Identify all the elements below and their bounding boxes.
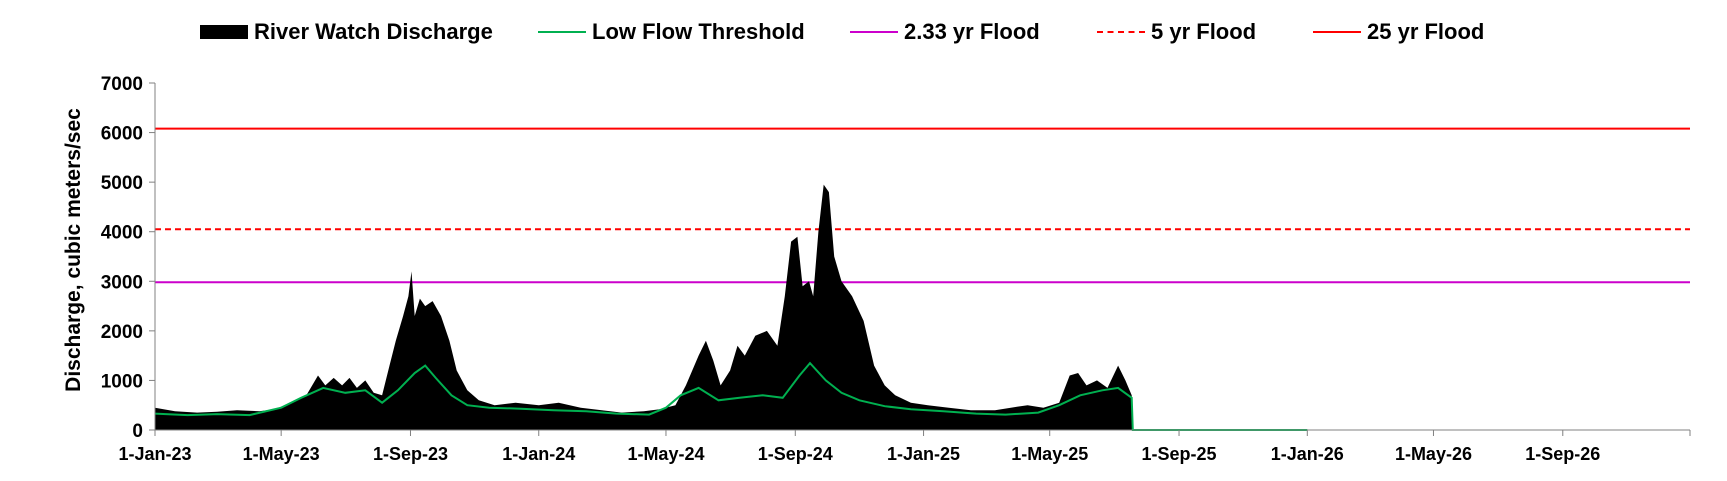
y-axis-title: Discharge, cubic meters/sec — [62, 108, 85, 392]
x-tick-label: 1-May-25 — [1011, 444, 1088, 464]
x-tick-label: 1-May-23 — [243, 444, 320, 464]
legend-swatch-25-yr-flood — [1313, 31, 1361, 33]
legend-item-5-yr-flood: 5 yr Flood — [1097, 12, 1256, 52]
y-tick-label: 6000 — [101, 124, 143, 145]
y-tick-label: 7000 — [101, 74, 143, 95]
series-low-flow-threshold-line — [154, 361, 1308, 431]
legend-swatch-2-33-yr-flood — [850, 31, 898, 33]
axes: 0 1000 2000 3000 4000 5000 6000 7000 1-Jan-23 1-M… — [101, 74, 1691, 464]
x-tick-label: 1-Sep-25 — [1142, 444, 1217, 464]
x-tick-label: 1-Sep-26 — [1525, 444, 1600, 464]
legend-label-25-yr-flood: 25 yr Flood — [1367, 19, 1485, 44]
legend-label-discharge: River Watch Discharge — [254, 19, 493, 44]
y-tick-label: 3000 — [101, 272, 143, 293]
legend-label-5-yr-flood: 5 yr Flood — [1151, 19, 1257, 44]
series-river-watch-discharge-area — [155, 184, 1133, 430]
legend-label-2-33-yr-flood: 2.33 yr Flood — [904, 19, 1040, 44]
y-tick-label: 0 — [132, 421, 143, 442]
x-tick-label: 1-Jan-25 — [887, 444, 960, 464]
y-tick-label: 5000 — [101, 173, 143, 194]
x-tick-label: 1-Jan-26 — [1271, 444, 1344, 464]
plot-area — [154, 127, 1690, 431]
legend-label-low-flow: Low Flow Threshold — [592, 19, 805, 44]
legend-item-low-flow: Low Flow Threshold — [538, 12, 805, 52]
x-tick-label: 1-Jan-23 — [118, 444, 191, 464]
y-tick-label: 1000 — [101, 371, 143, 392]
legend-item-2-33-yr-flood: 2.33 yr Flood — [850, 12, 1040, 52]
y-tick-label: 2000 — [101, 322, 143, 343]
x-tick-label: 1-Sep-24 — [758, 444, 833, 464]
legend-swatch-5-yr-flood — [1097, 31, 1145, 33]
x-tick-label: 1-Sep-23 — [373, 444, 448, 464]
x-tick-label: 1-May-26 — [1395, 444, 1472, 464]
legend-swatch-low-flow — [538, 31, 586, 33]
legend-swatch-discharge — [200, 25, 248, 39]
x-tick-label: 1-May-24 — [627, 444, 704, 464]
legend-item-discharge: River Watch Discharge — [200, 12, 493, 52]
y-tick-label: 4000 — [101, 223, 143, 244]
x-tick-label: 1-Jan-24 — [502, 444, 575, 464]
chart-legend: River Watch Discharge Low Flow Threshold… — [0, 12, 1727, 52]
legend-item-25-yr-flood: 25 yr Flood — [1313, 12, 1484, 52]
